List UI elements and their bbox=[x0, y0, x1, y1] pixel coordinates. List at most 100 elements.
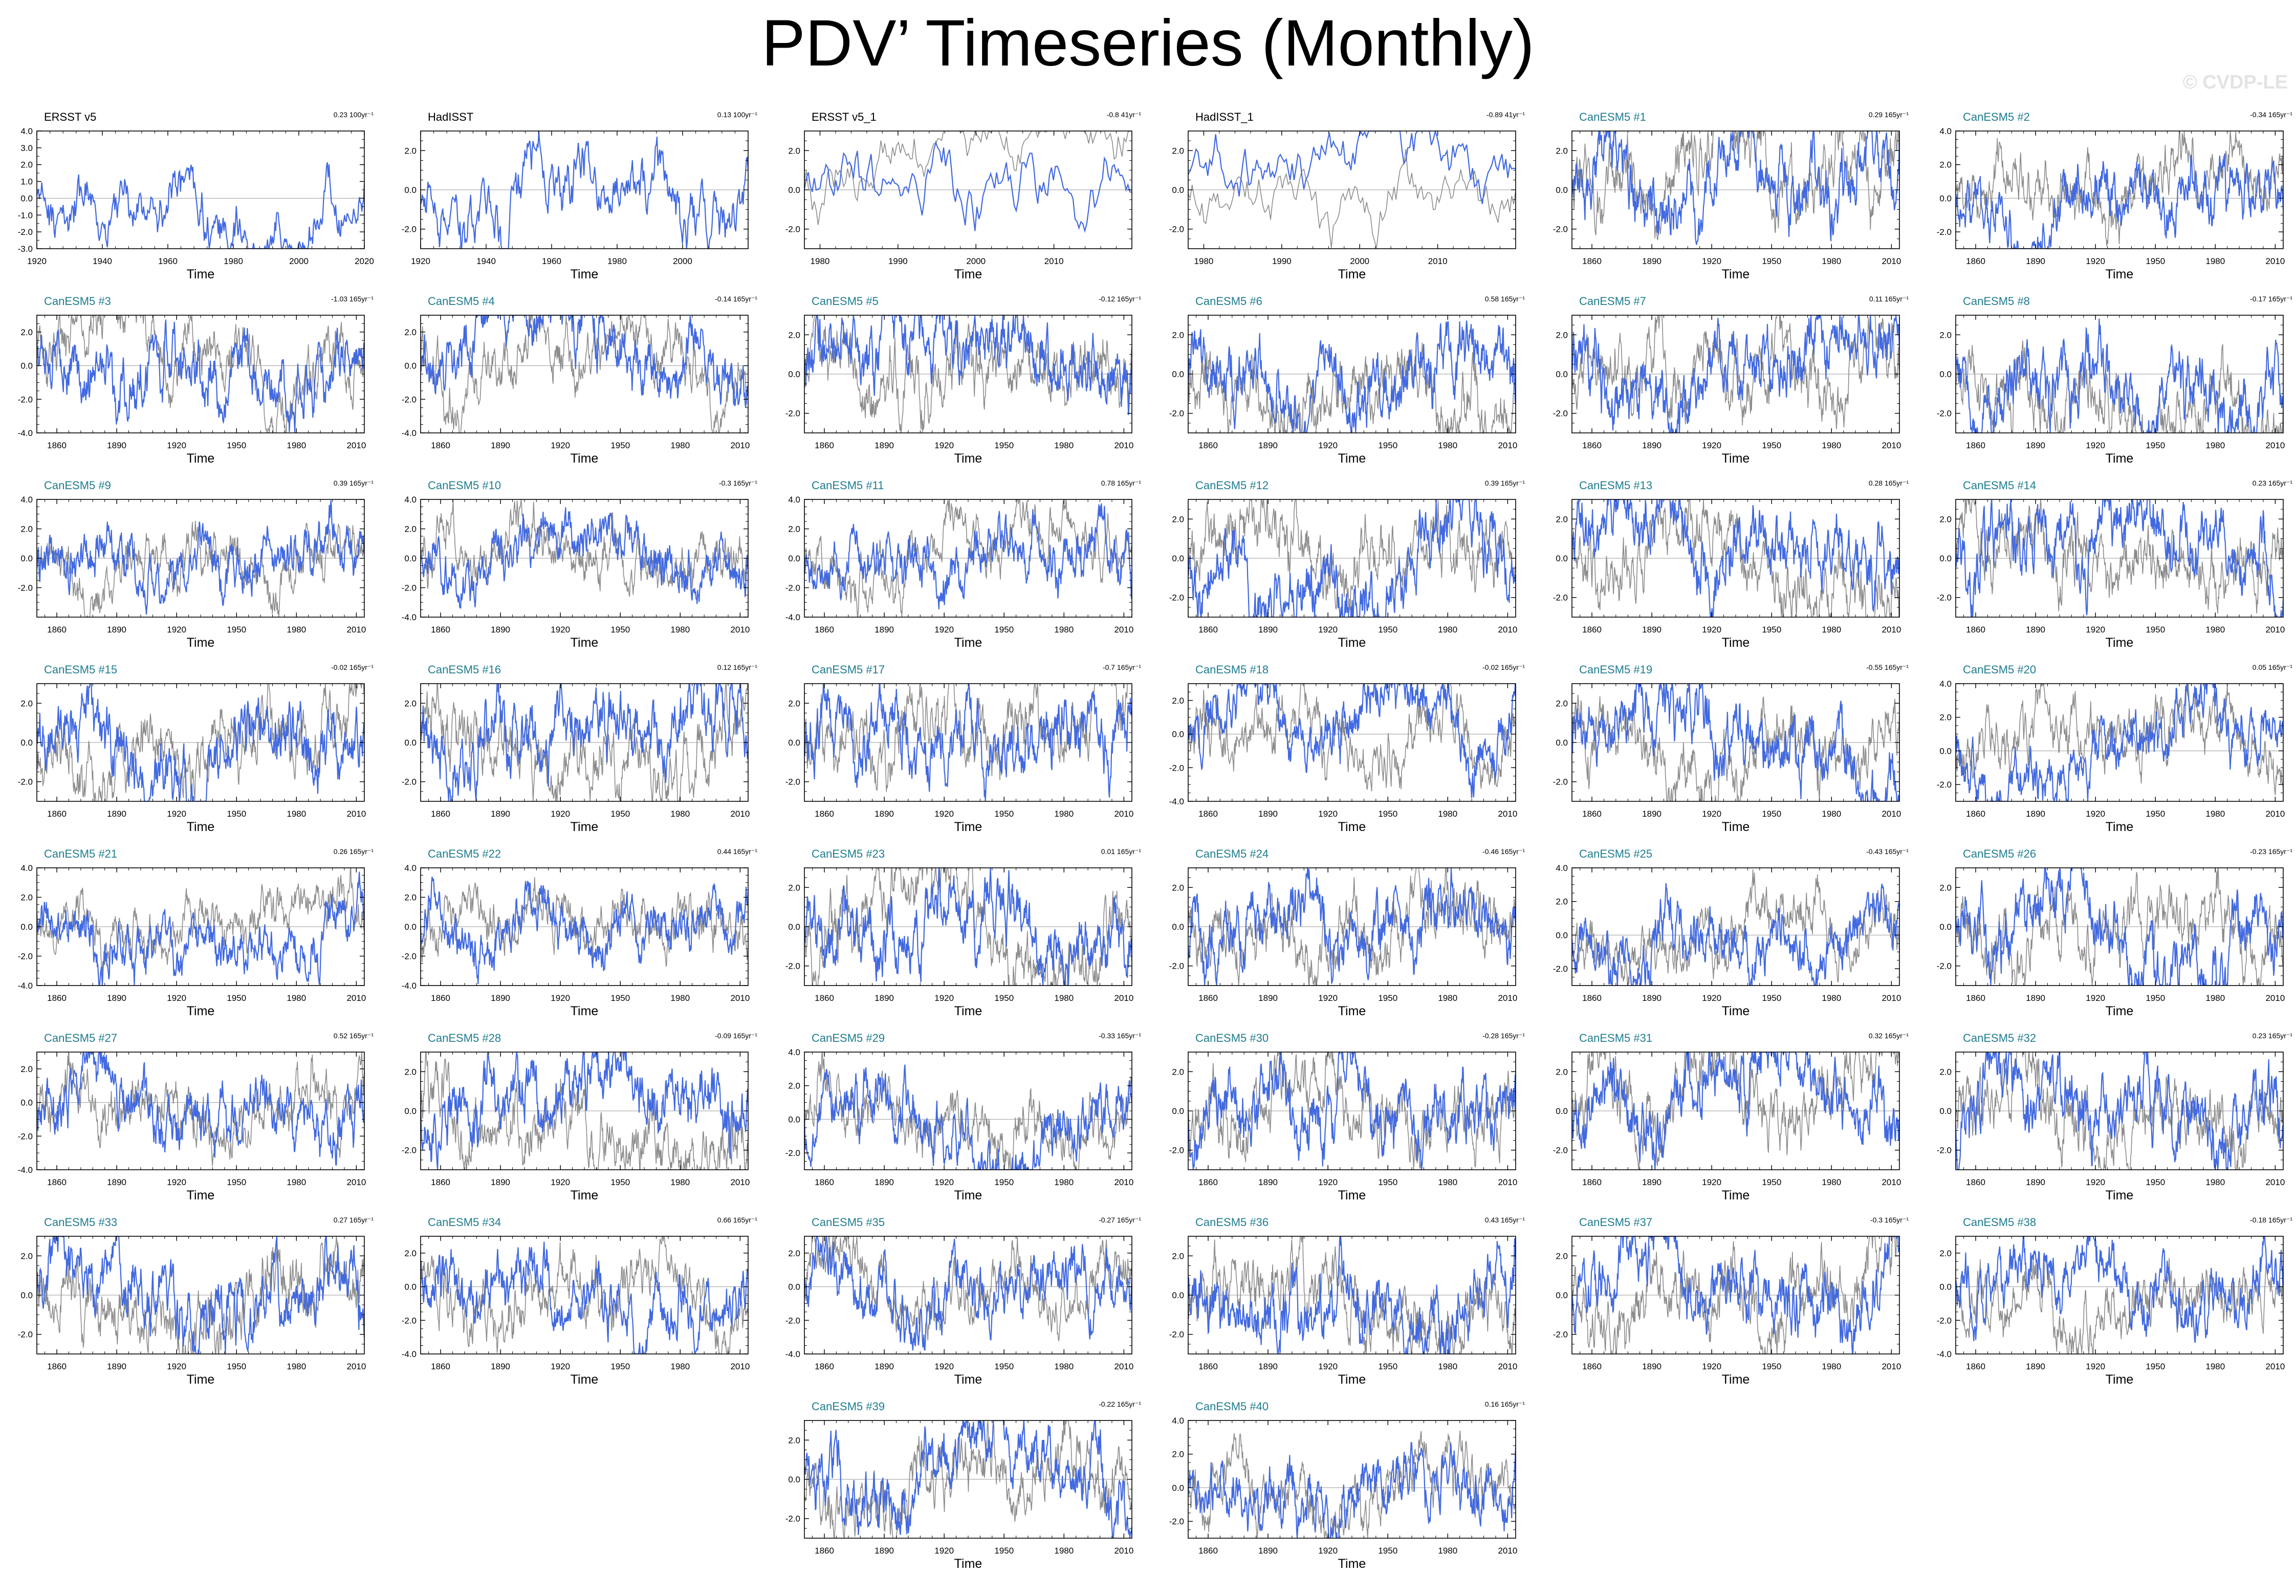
x-tick-label: 1920 bbox=[167, 1362, 186, 1371]
y-tick-label: 0.0 bbox=[1556, 738, 1568, 748]
x-tick-label: 1920 bbox=[27, 256, 47, 266]
x-tick-label: 1980 bbox=[2205, 441, 2225, 450]
y-tick-label: 2.0 bbox=[1172, 1067, 1184, 1077]
x-axis-label: Time bbox=[1338, 636, 1366, 650]
y-tick-label: -2.0 bbox=[1553, 225, 1568, 234]
x-tick-label: 1920 bbox=[1318, 625, 1338, 635]
timeseries-plot: 1860 1890 1920 1950 1980 2010 -2.0 0.0 2.0 bbox=[1169, 499, 1517, 635]
series-line bbox=[1188, 131, 1516, 204]
y-tick-label: -2.0 bbox=[1553, 964, 1568, 974]
x-tick-label: 1980 bbox=[2205, 809, 2225, 819]
trend-label: -0.7 165yr⁻¹ bbox=[1102, 663, 1141, 671]
y-tick-label: -2.0 bbox=[785, 583, 800, 593]
x-tick-label: 1980 bbox=[287, 625, 306, 635]
trend-label: -0.18 165yr⁻¹ bbox=[2250, 1216, 2292, 1224]
y-tick-label: -1.0 bbox=[18, 210, 33, 220]
series-line bbox=[1956, 499, 2283, 617]
x-tick-label: 1950 bbox=[994, 1362, 1014, 1371]
y-tick-label: 2.0 bbox=[404, 1249, 417, 1258]
timeseries-plot: 1860 1890 1920 1950 1980 2010 -2.0 0.0 2.0 bbox=[1169, 1236, 1517, 1371]
x-tick-label: 1980 bbox=[2205, 1177, 2225, 1187]
timeseries-plot: 1860 1890 1920 1950 1980 2010 -2.0 0.0 2.0 bbox=[785, 315, 1133, 450]
y-tick-label: 2.0 bbox=[1172, 883, 1184, 892]
x-tick-label: 2010 bbox=[1114, 809, 1133, 819]
panel-title: CanESM5 #15 bbox=[44, 663, 118, 676]
series-line bbox=[1956, 1052, 2283, 1170]
x-tick-label: 2010 bbox=[2265, 993, 2285, 1003]
y-tick-label: 2.0 bbox=[20, 160, 33, 170]
chart-panel: CanESM5 #17 -0.7 165yr⁻¹ Time 1860 1890 1920 1… bbox=[776, 660, 1154, 844]
x-tick-label: 2000 bbox=[1350, 256, 1369, 266]
x-tick-label: 2010 bbox=[730, 1362, 750, 1371]
x-tick-label: 1950 bbox=[227, 809, 246, 819]
y-tick-label: 0.0 bbox=[1172, 730, 1184, 739]
y-tick-label: 2.0 bbox=[404, 524, 417, 534]
series-line bbox=[804, 503, 1132, 609]
y-tick-label: 0.0 bbox=[788, 1114, 800, 1124]
x-axis-label: Time bbox=[1721, 451, 1750, 466]
x-tick-label: 2010 bbox=[1114, 993, 1133, 1003]
x-tick-label: 1860 bbox=[1198, 1546, 1218, 1556]
panel-title: CanESM5 #39 bbox=[812, 1400, 885, 1413]
series-line bbox=[421, 1052, 748, 1170]
chart-panel: CanESM5 #16 0.12 165yr⁻¹ Time 1860 1890 1920 1… bbox=[392, 660, 771, 844]
y-tick-label: -2.0 bbox=[1169, 593, 1184, 603]
x-tick-label: 2010 bbox=[2265, 256, 2285, 266]
trend-label: -0.22 165yr⁻¹ bbox=[1099, 1400, 1141, 1408]
x-axis-label: Time bbox=[570, 267, 599, 281]
x-axis-label: Time bbox=[1721, 636, 1750, 650]
x-tick-label: 1890 bbox=[2026, 256, 2045, 266]
series-line-grey bbox=[1572, 499, 1899, 617]
x-tick-label: 1980 bbox=[1438, 809, 1457, 819]
x-tick-label: 2010 bbox=[1498, 1362, 1517, 1371]
x-tick-label: 1860 bbox=[1966, 1362, 1985, 1371]
x-tick-label: 1890 bbox=[1642, 256, 1661, 266]
panel-title: CanESM5 #28 bbox=[428, 1032, 501, 1044]
y-tick-label: 2.0 bbox=[1172, 696, 1184, 706]
x-tick-label: 1920 bbox=[2086, 256, 2105, 266]
panel-title: CanESM5 #31 bbox=[1579, 1032, 1653, 1044]
trend-label: 0.52 165yr⁻¹ bbox=[333, 1032, 374, 1040]
chart-panel: CanESM5 #4 -0.14 165yr⁻¹ Time 1860 1890 1920 1… bbox=[392, 292, 771, 476]
y-tick-label: 2.0 bbox=[1172, 330, 1184, 340]
trend-label: 0.43 165yr⁻¹ bbox=[1484, 1216, 1525, 1224]
panel-title: CanESM5 #35 bbox=[812, 1216, 885, 1229]
timeseries-plot: 1980 1990 2000 2010 -2.0 0.0 2.0 bbox=[1169, 130, 1516, 266]
y-tick-label: 2.0 bbox=[1172, 514, 1184, 524]
y-tick-label: -2.0 bbox=[1937, 1316, 1952, 1325]
x-tick-label: 1980 bbox=[1054, 1177, 1074, 1187]
trend-label: -0.55 165yr⁻¹ bbox=[1866, 663, 1909, 671]
panel-title: CanESM5 #29 bbox=[812, 1032, 885, 1044]
series-line bbox=[1956, 153, 2283, 249]
panel-title: CanESM5 #36 bbox=[1195, 1216, 1269, 1229]
x-tick-label: 1950 bbox=[994, 1546, 1014, 1556]
y-tick-label: 0.0 bbox=[1172, 185, 1184, 195]
chart-panel: CanESM5 #6 0.58 165yr⁻¹ Time 1860 1890 1920 19… bbox=[1160, 292, 1538, 476]
y-tick-label: -4.0 bbox=[18, 981, 33, 991]
x-tick-label: 1860 bbox=[1966, 625, 1985, 635]
x-axis-label: Time bbox=[1721, 1004, 1750, 1018]
panel-title: CanESM5 #4 bbox=[428, 295, 495, 308]
panel-title: CanESM5 #24 bbox=[1195, 847, 1269, 860]
panel-title: ERSST v5_1 bbox=[812, 111, 877, 123]
page-title: PDV’ Timeseries (Monthly) bbox=[761, 7, 1535, 80]
chart-panel: CanESM5 #20 0.05 165yr⁻¹ Time 1860 1890 1920 1… bbox=[1927, 660, 2296, 844]
x-axis-label: Time bbox=[954, 820, 982, 834]
y-tick-label: 0.0 bbox=[404, 361, 417, 371]
x-axis-label: Time bbox=[954, 1188, 982, 1203]
y-tick-label: 2.0 bbox=[1556, 1251, 1568, 1261]
x-tick-label: 1860 bbox=[1582, 809, 1602, 819]
x-tick-label: 1950 bbox=[1762, 441, 1781, 450]
x-tick-label: 1950 bbox=[1378, 441, 1397, 450]
chart-panel: CanESM5 #30 -0.28 165yr⁻¹ Time 1860 1890 1920… bbox=[1160, 1029, 1538, 1213]
x-tick-label: 1860 bbox=[815, 1546, 834, 1556]
chart-panel: CanESM5 #26 -0.23 165yr⁻¹ Time 1860 1890 1920… bbox=[1927, 844, 2296, 1029]
x-tick-label: 2000 bbox=[673, 256, 692, 266]
y-tick-label: 2.0 bbox=[1939, 883, 1952, 892]
x-tick-label: 1890 bbox=[491, 1177, 510, 1187]
x-tick-label: 1920 bbox=[934, 625, 954, 635]
chart-panel: CanESM5 #37 -0.3 165yr⁻¹ Time 1860 1890 1920 1… bbox=[1543, 1213, 1922, 1397]
x-tick-label: 1950 bbox=[227, 993, 246, 1003]
series-line bbox=[1188, 320, 1516, 433]
series-line bbox=[804, 140, 1132, 233]
